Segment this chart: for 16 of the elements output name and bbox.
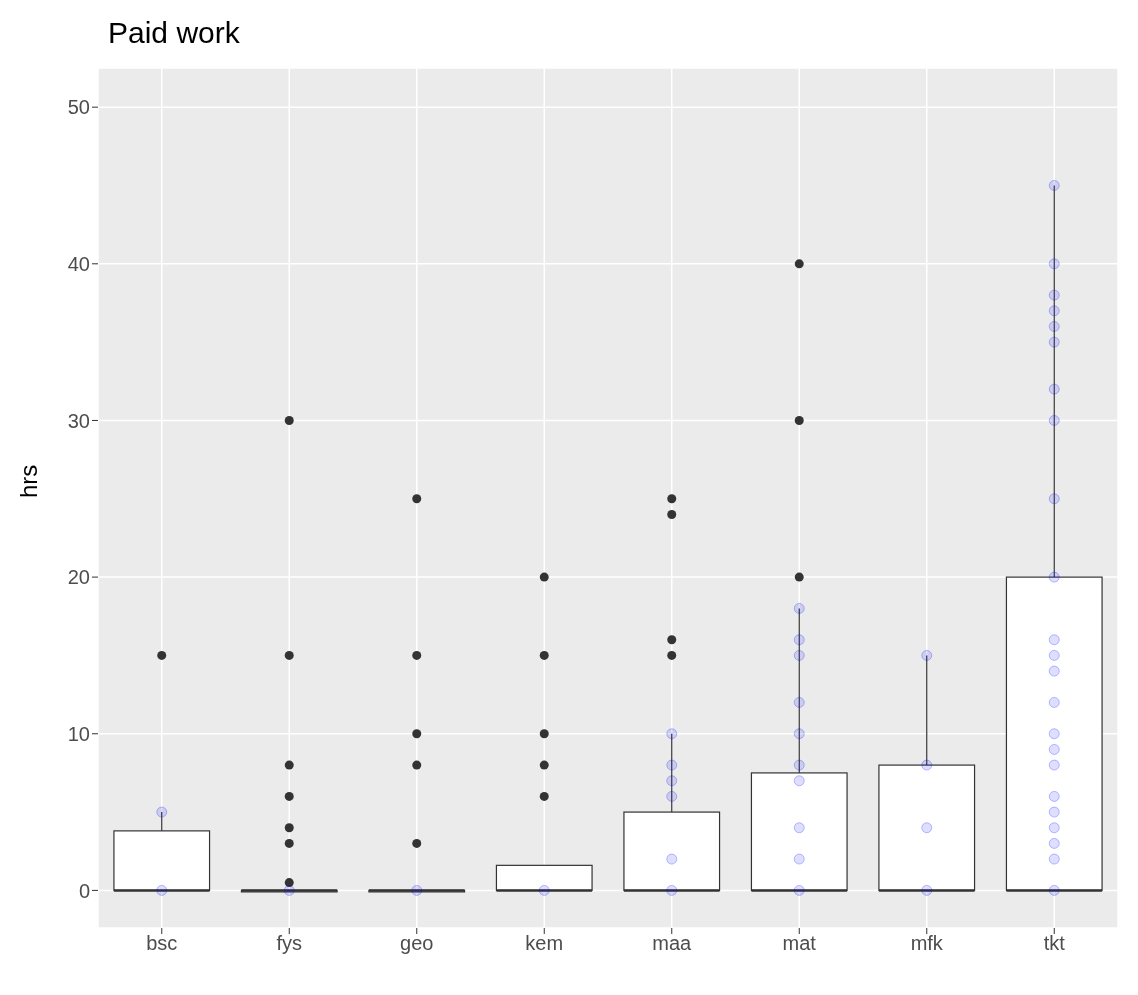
chart-title: Paid work bbox=[107, 15, 241, 51]
x-tick-label: fys bbox=[276, 932, 303, 955]
x-tick-label: mat bbox=[782, 932, 817, 955]
y-tick-label: 10 bbox=[67, 722, 90, 745]
y-tick-label: 20 bbox=[67, 566, 90, 589]
x-tick-label: tkt bbox=[1043, 932, 1066, 955]
y-axis-title: hrs bbox=[14, 464, 42, 498]
y-tick-label: 50 bbox=[67, 96, 90, 119]
x-tick-label: maa bbox=[652, 932, 693, 955]
y-tick-label: 30 bbox=[67, 409, 90, 432]
x-tick-label: mfk bbox=[910, 932, 944, 955]
y-tick-label: 40 bbox=[67, 252, 90, 275]
x-tick-label: kem bbox=[525, 932, 564, 955]
x-tick-label: bsc bbox=[146, 932, 178, 955]
x-tick-label: geo bbox=[400, 932, 434, 955]
y-tick-label: 0 bbox=[78, 879, 90, 902]
